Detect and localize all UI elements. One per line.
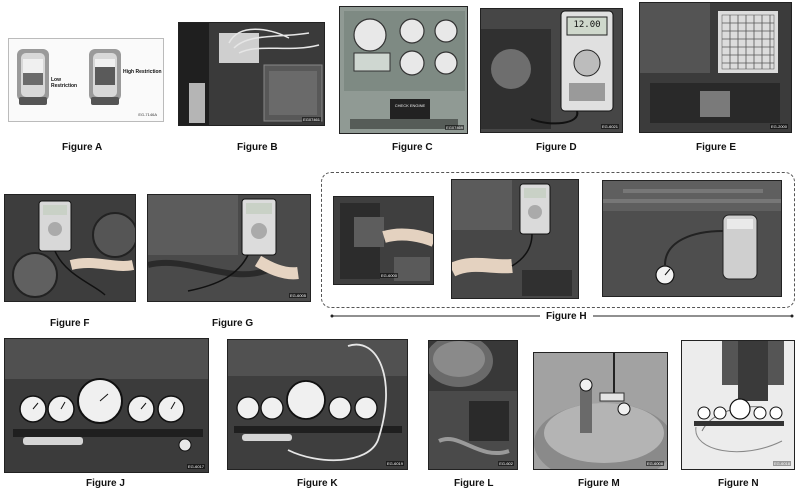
figure-h-image-1: EG-6000 [333, 196, 434, 285]
figure-d-code: EG-6021 [600, 124, 619, 129]
figure-j-image: EG-6017 [4, 338, 209, 473]
figure-l-code: EG-602 [498, 461, 514, 466]
figure-h-image-3 [602, 180, 782, 297]
figure-m-code: EG-6008 [645, 461, 664, 466]
figure-k-image: EG-6019 [227, 339, 408, 470]
figure-f-caption: Figure F [50, 318, 90, 329]
figure-d-meter-reading: 12.00 [573, 20, 601, 30]
figure-n-image: EG-6018 [681, 340, 795, 470]
figure-a-high-label: High Restriction [123, 69, 162, 75]
figure-k-code: EG-6019 [385, 461, 404, 466]
figure-h-image-2 [451, 179, 579, 299]
figure-n-caption: Figure N [718, 478, 759, 489]
figure-j-code: EG-6017 [186, 464, 205, 469]
figure-h-code: EG-6000 [380, 273, 399, 278]
figure-b-code: EG07461 [302, 117, 321, 122]
figure-c-code: EG07469 [445, 125, 464, 130]
figure-g-code: EG-6005 [288, 293, 307, 298]
figure-a-code: EG-7146A [138, 112, 157, 117]
figure-a-low-label: Low Restriction [51, 77, 78, 89]
figure-n-code: EG-6018 [772, 461, 791, 466]
figure-m-caption: Figure M [578, 478, 620, 489]
figure-j-caption: Figure J [86, 478, 125, 489]
figure-d-image: 12.00 EG-6021 [480, 8, 623, 133]
figure-c-caption: Figure C [392, 142, 433, 153]
figure-h-group-border [321, 172, 795, 308]
figure-l-image: EG-602 [428, 340, 518, 470]
figure-b-image: EG07461 [178, 22, 325, 126]
figure-c-image: CHECK ENGINE EG07469 [339, 6, 468, 134]
figure-g-caption: Figure G [212, 318, 254, 329]
figure-f-image [4, 194, 136, 302]
figure-b-caption: Figure B [237, 142, 278, 153]
figure-l-caption: Figure L [454, 478, 494, 489]
figure-a-image: Low Restriction High Restriction EG-7146… [8, 38, 164, 122]
figure-h-caption: Figure H [540, 311, 593, 322]
figure-k-caption: Figure K [297, 478, 338, 489]
figure-c-screen-text: CHECK ENGINE [394, 103, 426, 108]
figure-g-image: EG-6005 [147, 194, 311, 302]
figure-e-image: EG-2000 [639, 2, 792, 133]
figure-m-image: EG-6008 [533, 352, 668, 470]
figure-e-code: EG-2000 [769, 124, 788, 129]
figure-e-caption: Figure E [696, 142, 737, 153]
figure-a-caption: Figure A [62, 142, 103, 153]
figure-d-caption: Figure D [536, 142, 577, 153]
